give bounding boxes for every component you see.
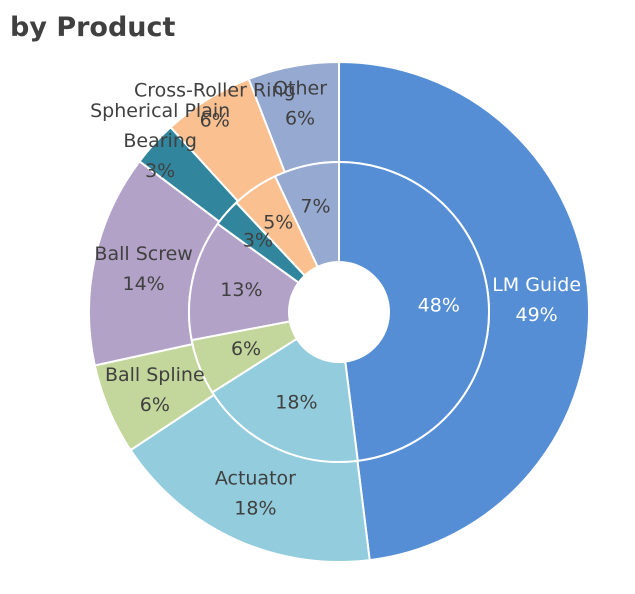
chart-title: by Product [10, 12, 176, 43]
inner-value-label-actuator: 18% [275, 391, 317, 413]
inner-value-label-cross-roller-ring: 5% [263, 212, 293, 234]
outer-value-label-other: 6% [285, 108, 315, 130]
inner-value-label-ball-spline: 6% [231, 338, 261, 360]
outer-category-label-ball-screw: Ball Screw [94, 243, 192, 265]
outer-category-label-spherical-plain-bearing: Bearing [123, 130, 197, 152]
inner-slice-other [273, 160, 340, 269]
outer-category-label-cross-roller-ring: Cross-Roller Ring [134, 79, 296, 101]
outer-category-label-lm-guide: LM Guide [492, 274, 581, 296]
outer-category-label-other: Other [273, 78, 327, 100]
outer-value-label-ball-screw: 14% [123, 273, 165, 295]
outer-category-label-ball-spline: Ball Spline [105, 364, 205, 386]
inner-value-label-lm-guide: 48% [418, 295, 460, 317]
outer-value-label-actuator: 18% [234, 498, 276, 520]
inner-value-label-other: 7% [300, 196, 330, 218]
outer-value-label-lm-guide: 49% [516, 304, 558, 326]
inner-slice-lm-guide [338, 160, 490, 462]
inner-slice-ball-screw [188, 222, 300, 342]
outer-category-label-spherical-plain-bearing: Spherical Plain [90, 100, 230, 122]
inner-value-label-ball-screw: 13% [220, 279, 262, 301]
inner-value-label-spherical-plain-bearing: 3% [243, 230, 273, 252]
outer-category-label-actuator: Actuator [215, 468, 296, 490]
outer-value-label-ball-spline: 6% [140, 394, 170, 416]
outer-value-label-cross-roller-ring: 6% [200, 109, 230, 131]
outer-value-label-spherical-plain-bearing: 3% [145, 160, 175, 182]
